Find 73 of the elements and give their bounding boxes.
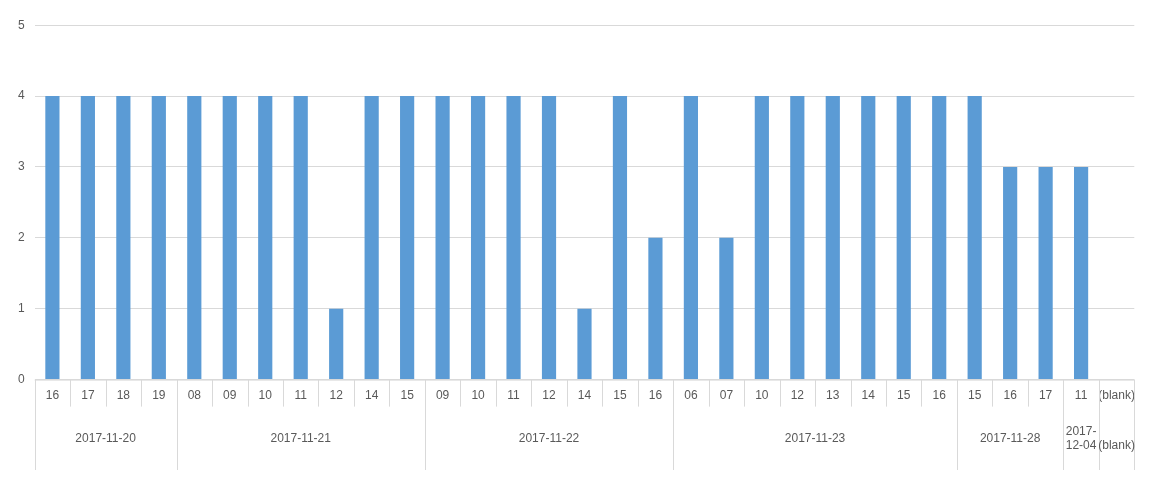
x-tick-label: 13 bbox=[826, 388, 840, 403]
x-tick-label: 17 bbox=[1038, 388, 1053, 403]
x-tick-label: 18 bbox=[116, 388, 131, 403]
x-tick-label: 15 bbox=[400, 388, 415, 403]
x-tick-label: 12 bbox=[790, 388, 805, 403]
x-tick-label: 16 bbox=[932, 388, 947, 403]
bar bbox=[329, 308, 344, 380]
y-tick-label: 3 bbox=[17, 159, 25, 174]
bar bbox=[719, 237, 734, 380]
bar bbox=[1038, 166, 1053, 380]
x-tick-label: 08 bbox=[187, 388, 202, 403]
bar bbox=[967, 96, 982, 380]
bar bbox=[861, 96, 876, 380]
bar bbox=[80, 96, 95, 380]
x-tick-label: 15 bbox=[613, 388, 627, 403]
x-tick-label: 09 bbox=[435, 388, 450, 403]
bar bbox=[541, 96, 557, 380]
text: 2017-12-04 bbox=[1065, 423, 1097, 452]
x-tick-label: 11 bbox=[294, 388, 308, 403]
y-tick-label: 2 bbox=[17, 230, 25, 245]
x-tick-label: 11 bbox=[1074, 388, 1088, 403]
x-tick-label: 12 bbox=[329, 388, 344, 403]
x-tick-label: 16 bbox=[648, 388, 663, 403]
x-tick-label: 19 bbox=[152, 388, 166, 403]
bar bbox=[577, 308, 592, 380]
y-tick-label: 4 bbox=[17, 88, 25, 103]
y-tick-label: 1 bbox=[17, 301, 25, 316]
bar bbox=[187, 96, 202, 380]
bar bbox=[364, 96, 379, 380]
bar bbox=[612, 96, 628, 380]
x-tick-label: 14 bbox=[861, 388, 876, 403]
x-tick-label: 07 bbox=[719, 388, 734, 403]
bar bbox=[45, 96, 60, 380]
x-tick-label: 16 bbox=[45, 388, 60, 403]
bar bbox=[1003, 166, 1018, 380]
bar bbox=[470, 96, 486, 380]
bar bbox=[896, 96, 911, 380]
bar bbox=[825, 96, 840, 380]
x-tick-label: 11 bbox=[507, 388, 521, 403]
x-tick-label: 10 bbox=[755, 388, 769, 403]
text: (blank) bbox=[1098, 437, 1135, 452]
x-tick-label: 06 bbox=[684, 388, 698, 403]
x-tick-label: 14 bbox=[577, 388, 592, 403]
text: 2017-11-28 bbox=[979, 430, 1041, 445]
bar bbox=[683, 96, 698, 380]
bar bbox=[293, 96, 308, 380]
x-tick-label: 15 bbox=[968, 388, 982, 403]
bar bbox=[932, 96, 947, 380]
text: 2017-11-23 bbox=[784, 430, 846, 445]
x-tick-label: 14 bbox=[364, 388, 379, 403]
bar bbox=[754, 96, 769, 380]
text: 2017-11-20 bbox=[75, 430, 137, 445]
x-tick-label: 10 bbox=[471, 388, 486, 403]
bar bbox=[400, 96, 415, 380]
bar bbox=[222, 96, 237, 380]
x-tick-label: 16 bbox=[1003, 388, 1018, 403]
x-tick-label: 17 bbox=[81, 388, 95, 403]
bar bbox=[151, 96, 166, 380]
x-tick-label: 12 bbox=[542, 388, 557, 403]
text: 2017-11-22 bbox=[518, 430, 580, 445]
text: 2017-11-21 bbox=[270, 430, 332, 445]
x-tick-label: 10 bbox=[258, 388, 273, 403]
y-tick-label: 5 bbox=[17, 17, 25, 32]
x-tick-label: 15 bbox=[897, 388, 911, 403]
y-tick-label: 0 bbox=[17, 371, 25, 386]
bar bbox=[116, 96, 131, 380]
bar bbox=[790, 96, 805, 380]
bar bbox=[435, 96, 450, 380]
bar bbox=[506, 96, 521, 380]
bar bbox=[1074, 166, 1089, 380]
bar bbox=[648, 237, 663, 380]
x-tick-label: 09 bbox=[223, 388, 237, 403]
bar bbox=[258, 96, 273, 380]
